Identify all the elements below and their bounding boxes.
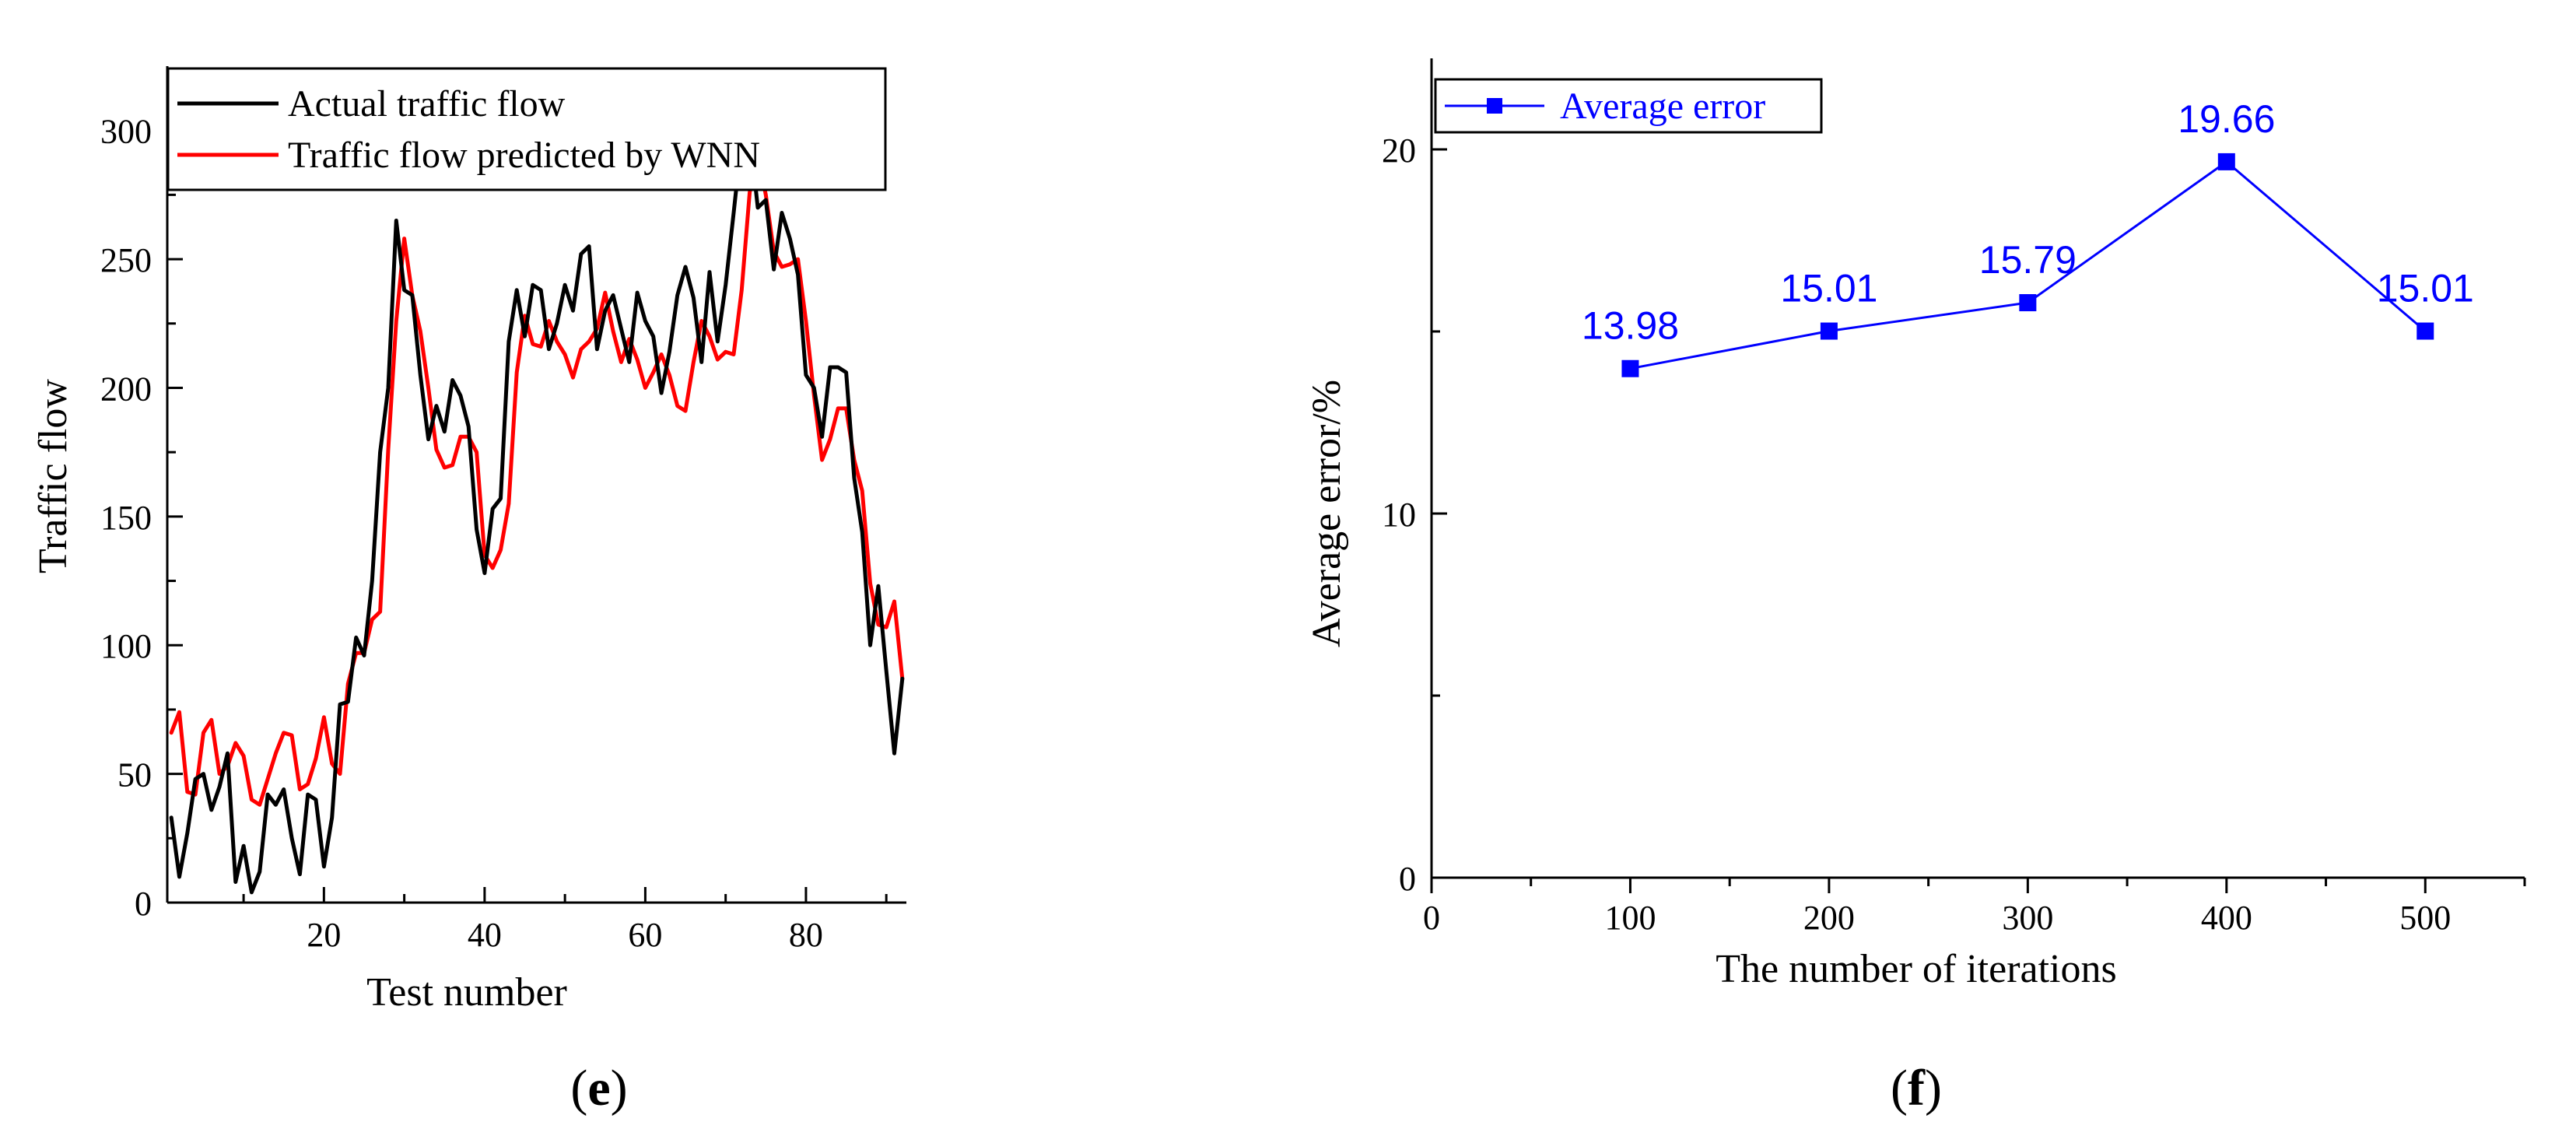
e-x-tick-label: 40 [468,916,502,954]
f-data-label: 13.98 [1582,304,1679,348]
e-legend-label-predicted: Traffic flow predicted by WNN [288,135,760,176]
e-y-tick-label: 200 [100,370,152,408]
e-y-tick-label: 300 [100,113,152,151]
panel-label-f-open: ( [1891,1060,1908,1117]
f-y-tick-label: 0 [1399,860,1416,898]
f-y-tick-label: 10 [1382,496,1416,534]
e-series-actual-line [169,131,905,895]
f-legend-label: Average error [1560,86,1765,127]
f-x-tick-label: 100 [1604,899,1656,937]
f-axes [1430,58,2525,879]
panel-label-e-open: ( [570,1060,587,1117]
panel-label-e-letter: e [587,1060,610,1117]
e-y-tick-label: 50 [117,756,152,794]
e-y-tick-label: 150 [100,499,152,537]
e-y-tick-label: 100 [100,627,152,665]
e-y-tick-label: 0 [135,885,152,923]
f-x-tick-label: 300 [2002,899,2053,937]
e-ticks: 0 50 100 150 200 250 300 20 40 60 80 [100,113,888,954]
e-axes [166,66,906,904]
f-plot-area: 13.98 15.01 15.79 19.66 15.01 [1582,97,2474,377]
e-y-tick-label: 250 [100,241,152,279]
f-y-axis-label: Average error/% [1305,380,1349,647]
f-data-point [1621,359,1639,377]
f-data-label: 15.01 [2377,267,2474,310]
panel-label-e: (e) [570,1060,627,1117]
e-plot-area [169,131,905,895]
e-x-tick-label: 20 [307,916,341,954]
e-legend-label-actual: Actual traffic flow [288,83,566,124]
f-x-tick-label: 500 [2399,899,2451,937]
svg-text:(f): (f) [1891,1060,1942,1117]
f-x-tick-label: 400 [2201,899,2252,937]
f-data-label: 15.79 [1979,238,2077,282]
e-x-tick-label: 60 [628,916,662,954]
panel-label-f-close: ) [1925,1060,1942,1117]
f-data-label: 19.66 [2178,97,2275,141]
f-data-label: 15.01 [1780,267,1877,310]
f-data-point [2019,294,2037,312]
e-x-tick-label: 80 [789,916,823,954]
e-legend: Actual traffic flow Traffic flow predict… [166,67,887,191]
e-series-predicted-line [169,152,905,807]
panel-label-f: (f) [1891,1060,1942,1117]
f-data-point [1820,322,1838,340]
panel-label-f-letter: f [1908,1060,1926,1117]
f-x-tick-label: 200 [1803,899,1855,937]
e-legend-box [166,67,887,191]
f-x-tick-label: 0 [1423,899,1440,937]
f-y-tick-label: 20 [1382,131,1416,170]
e-y-axis-label: Traffic flow [31,379,75,573]
f-data-point [2417,322,2434,340]
e-x-axis-label: Test number [366,970,567,1015]
f-data-point [2217,153,2235,170]
f-x-axis-label: The number of iterations [1716,947,2117,991]
chart-e-traffic-flow: 0 50 100 150 200 250 300 20 40 60 80 Test number T… [31,66,906,1117]
f-legend-swatch-marker [1487,98,1502,114]
f-legend: Average error [1434,78,1823,134]
panel-label-e-close: ) [611,1060,628,1117]
svg-text:(e): (e) [570,1060,627,1117]
